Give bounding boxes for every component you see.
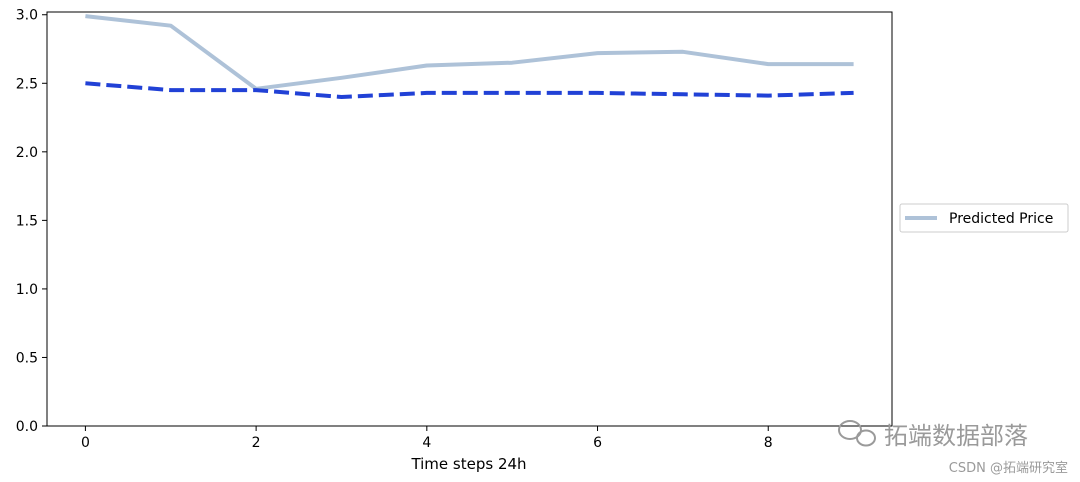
y-tick-label: 1.5	[16, 213, 38, 229]
x-tick-label: 6	[593, 435, 602, 451]
y-tick-label: 1.0	[16, 282, 38, 298]
y-tick-label: 3.0	[16, 8, 38, 24]
x-axis-label: Time steps 24h	[410, 455, 526, 473]
series-line-1	[85, 81, 854, 99]
legend-label: Predicted Price	[949, 211, 1053, 227]
x-tick-label: 4	[422, 435, 431, 451]
y-tick-label: 2.0	[16, 145, 38, 161]
watermark-credit: CSDN @拓端研究室	[949, 460, 1068, 476]
y-tick-label: 0.5	[16, 350, 38, 366]
x-tick-label: 8	[764, 435, 773, 451]
watermark-brand: 拓端数据部落	[884, 422, 1028, 450]
y-tick-label: 2.5	[16, 76, 38, 92]
y-tick-label: 0.0	[16, 419, 38, 435]
plot-frame	[46, 11, 893, 427]
x-tick-label: 2	[252, 435, 261, 451]
watermark: 拓端数据部落 CSDN @拓端研究室	[838, 420, 1068, 476]
legend-box	[899, 203, 1069, 233]
legend: Predicted Price	[899, 203, 1069, 233]
x-tick-label: 0	[81, 435, 90, 451]
wechat-icon	[838, 420, 876, 447]
series-line-0	[85, 14, 854, 91]
